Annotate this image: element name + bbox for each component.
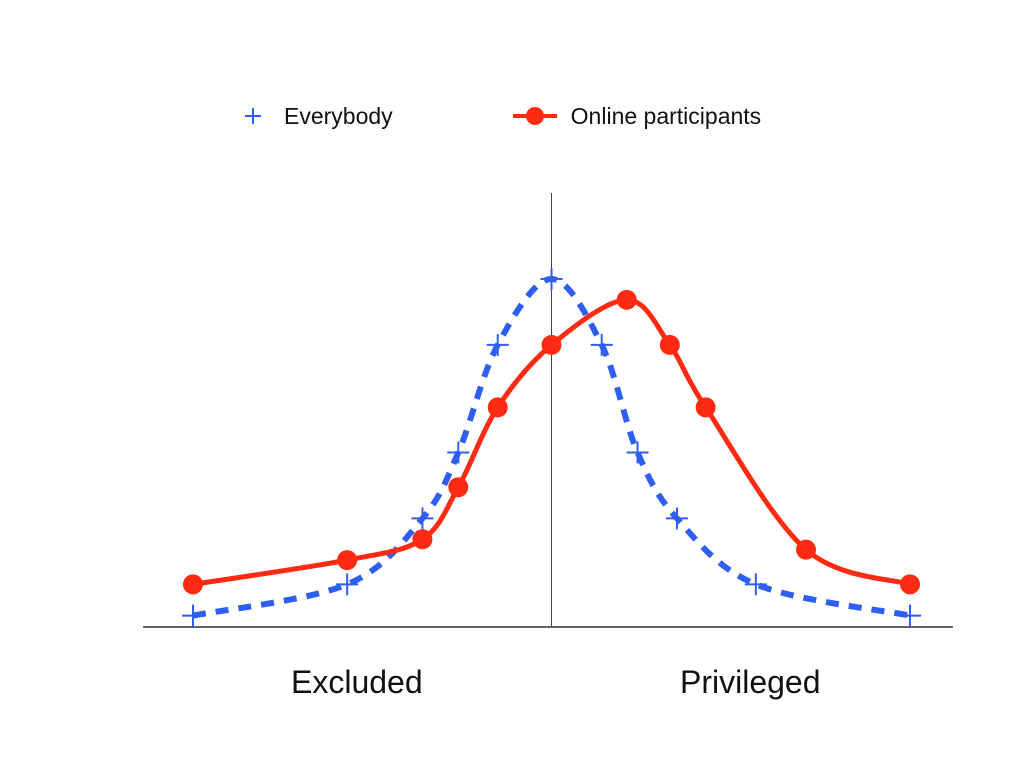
category-label-privileged: Privileged [680, 664, 821, 700]
data-point-everybody [540, 268, 563, 290]
data-point-online-participants [412, 529, 433, 550]
data-point-online-participants [541, 334, 562, 355]
data-point-online-participants [659, 334, 680, 355]
data-point-everybody [744, 573, 767, 596]
data-point-online-participants [487, 397, 508, 418]
legend: Everybody Online participants [236, 98, 881, 134]
data-point-everybody [486, 333, 509, 356]
data-point-everybody [626, 441, 649, 464]
data-point-everybody [182, 604, 204, 627]
data-point-online-participants [183, 574, 203, 595]
data-point-online-participants [616, 289, 637, 310]
legend-label-everybody: Everybody [284, 102, 393, 129]
data-point-everybody [411, 507, 434, 530]
data-point-everybody [447, 441, 470, 464]
category-label-excluded: Excluded [291, 664, 423, 700]
data-point-online-participants [796, 539, 817, 560]
legend-item-everybody: Everybody [236, 99, 393, 133]
plus-marker-icon [236, 99, 270, 133]
data-point-online-participants [448, 477, 469, 498]
circle-marker-icon [512, 99, 557, 133]
data-point-online-participants [337, 550, 358, 571]
data-point-everybody [590, 333, 613, 356]
legend-item-online-participants: Online participants [512, 99, 762, 133]
data-point-online-participants [695, 397, 716, 418]
data-point-everybody [665, 507, 688, 530]
data-point-everybody [899, 604, 921, 627]
data-point-everybody [336, 573, 359, 596]
data-point-online-participants [900, 574, 920, 595]
legend-label-online-participants: Online participants [570, 102, 762, 129]
